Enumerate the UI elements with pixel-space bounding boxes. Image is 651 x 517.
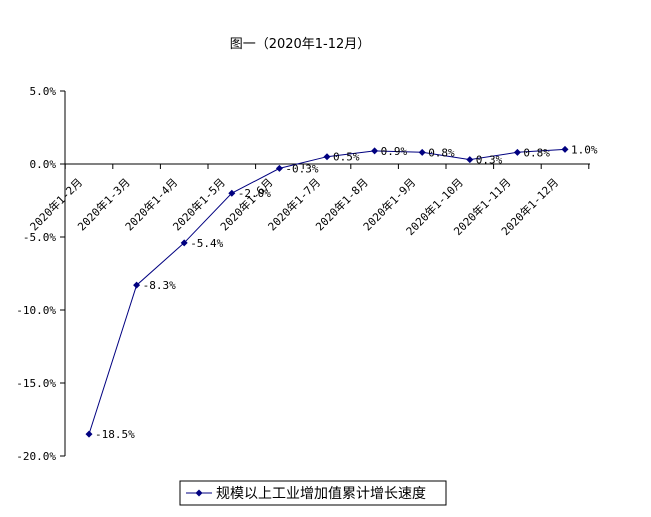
- data-point: [466, 156, 474, 164]
- data-label: 1.0%: [571, 143, 598, 156]
- y-tick-label: 0.0%: [30, 158, 57, 171]
- y-tick-label: 5.0%: [30, 85, 57, 98]
- data-point: [418, 148, 426, 156]
- legend-box: [179, 480, 447, 506]
- data-point: [228, 189, 236, 197]
- data-label: 0.3%: [476, 154, 503, 167]
- legend-marker: [195, 489, 203, 497]
- data-point: [133, 281, 141, 289]
- data-label: -2.0%: [238, 187, 271, 200]
- data-point: [371, 147, 379, 155]
- y-tick-label: -15.0%: [16, 377, 56, 390]
- series-layer: -18.5% -8.3% -5.4% -2.0% -0.3% 0.5% 0.9% 0.8% 0.…: [85, 143, 598, 441]
- data-label: 0.8%: [428, 146, 455, 159]
- y-tick-label: -10.0%: [16, 304, 56, 317]
- data-point: [513, 148, 521, 156]
- chart-title: 图一（2020年1-12月）: [230, 37, 371, 52]
- y-tick-label: -20.0%: [16, 450, 56, 463]
- data-point: [561, 145, 569, 153]
- data-label: -18.5%: [95, 428, 135, 441]
- data-label: -8.3%: [143, 279, 176, 292]
- data-point: [180, 239, 188, 247]
- y-tick-label: -5.0%: [23, 231, 56, 244]
- data-point: [275, 164, 283, 172]
- data-label: 0.8%: [523, 146, 550, 159]
- data-point: [85, 430, 93, 438]
- data-label: 0.9%: [381, 145, 408, 158]
- legend: 规模以上工业增加值累计增长速度: [179, 480, 447, 506]
- legend-label: 规模以上工业增加值累计增长速度: [216, 486, 426, 502]
- data-label: -0.3%: [285, 162, 318, 175]
- data-point: [323, 153, 331, 161]
- data-label: -5.4%: [190, 237, 223, 250]
- axes: 5.0%0.0%-5.0%-10.0%-15.0%-20.0%2020年1-2月…: [16, 85, 590, 463]
- data-label: 0.5%: [333, 151, 360, 164]
